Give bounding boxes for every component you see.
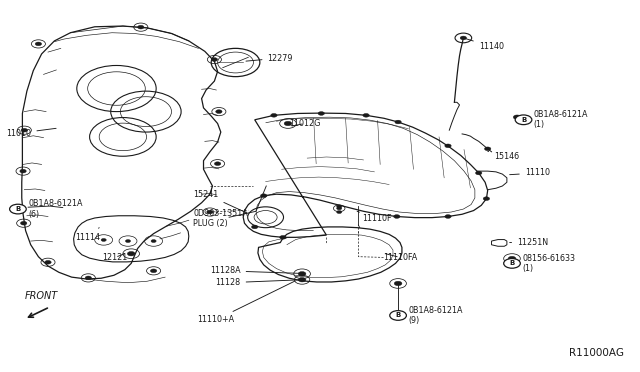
Circle shape: [21, 128, 28, 132]
Text: 11128A: 11128A: [210, 266, 300, 275]
Circle shape: [460, 36, 467, 40]
Text: B: B: [521, 117, 526, 123]
Text: 11110: 11110: [509, 169, 550, 177]
Circle shape: [318, 112, 324, 115]
Circle shape: [337, 205, 342, 208]
Circle shape: [337, 211, 342, 214]
Circle shape: [214, 162, 221, 166]
Circle shape: [280, 235, 286, 239]
Circle shape: [271, 113, 277, 117]
Text: 11114: 11114: [76, 228, 100, 242]
Text: 11110F: 11110F: [357, 211, 392, 223]
Text: B: B: [15, 206, 20, 212]
Circle shape: [395, 120, 401, 124]
Circle shape: [101, 238, 106, 241]
Circle shape: [260, 194, 267, 198]
Text: 11110+A: 11110+A: [197, 281, 295, 324]
Text: FRONT: FRONT: [25, 291, 58, 301]
Circle shape: [363, 113, 369, 117]
Text: 0B1A8-6121A
(9): 0B1A8-6121A (9): [408, 306, 463, 325]
Circle shape: [138, 25, 144, 29]
Circle shape: [150, 269, 157, 273]
Circle shape: [298, 278, 306, 282]
Circle shape: [483, 197, 490, 201]
Circle shape: [10, 204, 26, 214]
Text: R11000AG: R11000AG: [569, 348, 624, 358]
Circle shape: [298, 272, 306, 276]
Text: 11110FA: 11110FA: [383, 253, 417, 262]
Circle shape: [127, 251, 135, 256]
Circle shape: [20, 169, 26, 173]
Circle shape: [445, 144, 451, 148]
Circle shape: [390, 311, 406, 320]
Text: 0B1A8-6121A
(1): 0B1A8-6121A (1): [534, 110, 588, 129]
Circle shape: [337, 207, 342, 210]
Text: 11251N: 11251N: [509, 238, 548, 247]
Text: 0D903-1351A
PLUG (2): 0D903-1351A PLUG (2): [193, 209, 248, 228]
Text: 0B1A8-6121A
(6): 0B1A8-6121A (6): [28, 199, 83, 219]
Circle shape: [151, 240, 156, 243]
Circle shape: [85, 276, 92, 280]
Circle shape: [252, 225, 258, 229]
Circle shape: [35, 42, 42, 46]
Circle shape: [216, 110, 222, 113]
Text: 08156-61633
(1): 08156-61633 (1): [522, 254, 575, 273]
Text: 12279: 12279: [246, 54, 293, 62]
Circle shape: [394, 281, 402, 286]
Text: 11012G: 11012G: [289, 119, 321, 128]
Circle shape: [484, 147, 491, 151]
Text: B: B: [396, 312, 401, 318]
Text: 11128: 11128: [216, 278, 300, 287]
Circle shape: [476, 171, 482, 175]
Circle shape: [513, 115, 521, 119]
Circle shape: [394, 215, 400, 218]
Circle shape: [125, 240, 131, 243]
Circle shape: [207, 210, 213, 214]
Text: 15146: 15146: [488, 151, 519, 161]
Circle shape: [508, 256, 516, 261]
Circle shape: [504, 259, 520, 268]
Text: 11140: 11140: [466, 39, 504, 51]
Circle shape: [515, 115, 532, 125]
Circle shape: [211, 58, 218, 61]
Circle shape: [45, 260, 51, 264]
Circle shape: [445, 215, 451, 218]
Circle shape: [284, 121, 292, 126]
Text: 11010: 11010: [6, 128, 56, 138]
Text: 12121: 12121: [102, 253, 127, 262]
Text: 15241: 15241: [193, 190, 247, 213]
Text: B: B: [509, 260, 515, 266]
Circle shape: [20, 221, 27, 225]
